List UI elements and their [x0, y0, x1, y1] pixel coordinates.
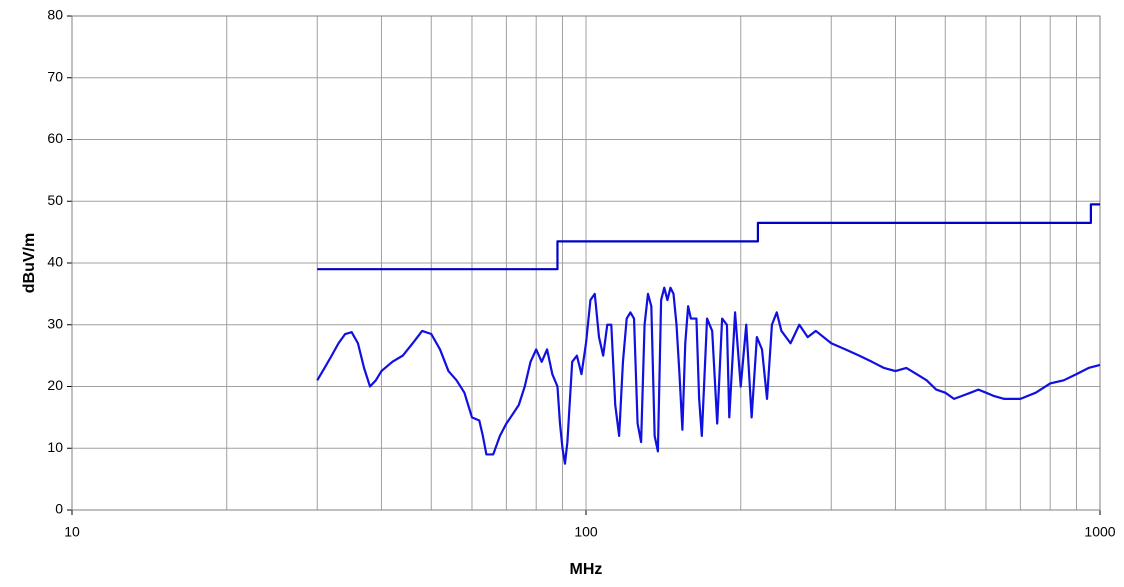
x-tick-label: 1000	[1084, 524, 1115, 540]
x-tick-label: 10	[64, 524, 80, 540]
x-tick-label: 100	[574, 524, 598, 540]
plot-border	[71, 15, 1101, 511]
series-line	[316, 286, 1101, 465]
series-line	[317, 203, 1100, 271]
y-tick-label: 10	[47, 439, 63, 455]
y-tick-label: 0	[55, 501, 63, 517]
y-tick-label: 70	[47, 68, 63, 84]
x-axis-label: MHz	[570, 561, 603, 578]
y-tick-label: 40	[47, 254, 63, 270]
y-tick-label: 60	[47, 130, 63, 146]
y-tick-label: 30	[47, 315, 63, 331]
y-axis-label: dBuV/m	[21, 233, 38, 293]
y-tick-label: 20	[47, 377, 63, 393]
y-tick-label: 50	[47, 192, 63, 208]
y-tick-label: 80	[47, 7, 63, 23]
